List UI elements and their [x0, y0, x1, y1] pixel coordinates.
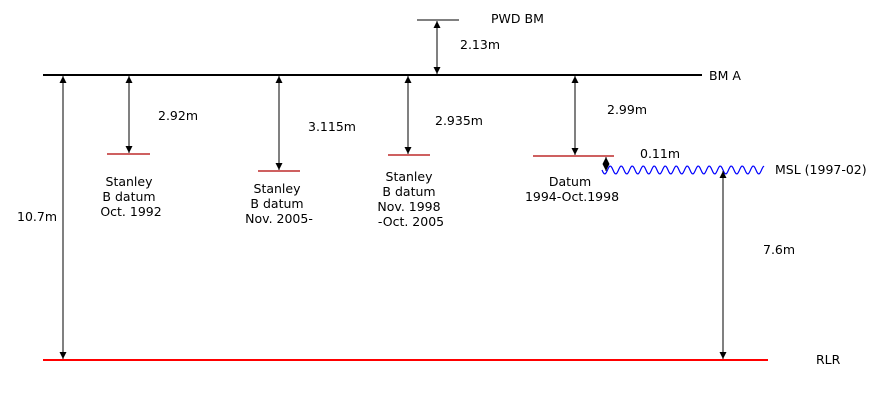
measure-datum-to-msl: 0.11m: [640, 146, 680, 161]
caption-line: 1994-Oct.1998: [525, 189, 619, 204]
measure-datum-1994: 2.99m: [607, 102, 647, 117]
datum-caption-1992: Stanley B datum Oct. 1992: [100, 174, 161, 219]
measure-pwd-to-bm-a: 2.13m: [460, 37, 500, 52]
datum-caption-2005: Stanley B datum Nov. 2005-: [245, 181, 313, 226]
caption-line: Datum: [549, 174, 591, 189]
caption-line: B datum: [102, 189, 155, 204]
caption-line: Nov. 1998: [377, 199, 440, 214]
caption-line: Stanley: [254, 181, 302, 196]
caption-line: Oct. 1992: [100, 204, 161, 219]
msl-label: MSL (1997-02): [775, 162, 867, 177]
caption-line: Stanley: [386, 169, 434, 184]
caption-line: B datum: [250, 196, 303, 211]
caption-line: B datum: [382, 184, 435, 199]
rlr-label: RLR: [816, 352, 841, 367]
measure-datum-2005: 3.115m: [308, 119, 356, 134]
datum-caption-1998: Stanley B datum Nov. 1998 -Oct. 2005: [377, 169, 444, 229]
datum-caption-1994: Datum 1994-Oct.1998: [525, 174, 619, 204]
pwd-bm-label: PWD BM: [491, 11, 544, 26]
bm-a-label: BM A: [709, 68, 741, 83]
caption-line: Nov. 2005-: [245, 211, 313, 226]
measure-datum-1998: 2.935m: [435, 113, 483, 128]
msl-wave-line: [601, 165, 765, 175]
caption-line: -Oct. 2005: [378, 214, 444, 229]
measure-bm-a-to-rlr: 10.7m: [17, 209, 57, 224]
measure-msl-to-rlr: 7.6m: [763, 242, 795, 257]
caption-line: Stanley: [106, 174, 154, 189]
measure-datum-1992: 2.92m: [158, 108, 198, 123]
